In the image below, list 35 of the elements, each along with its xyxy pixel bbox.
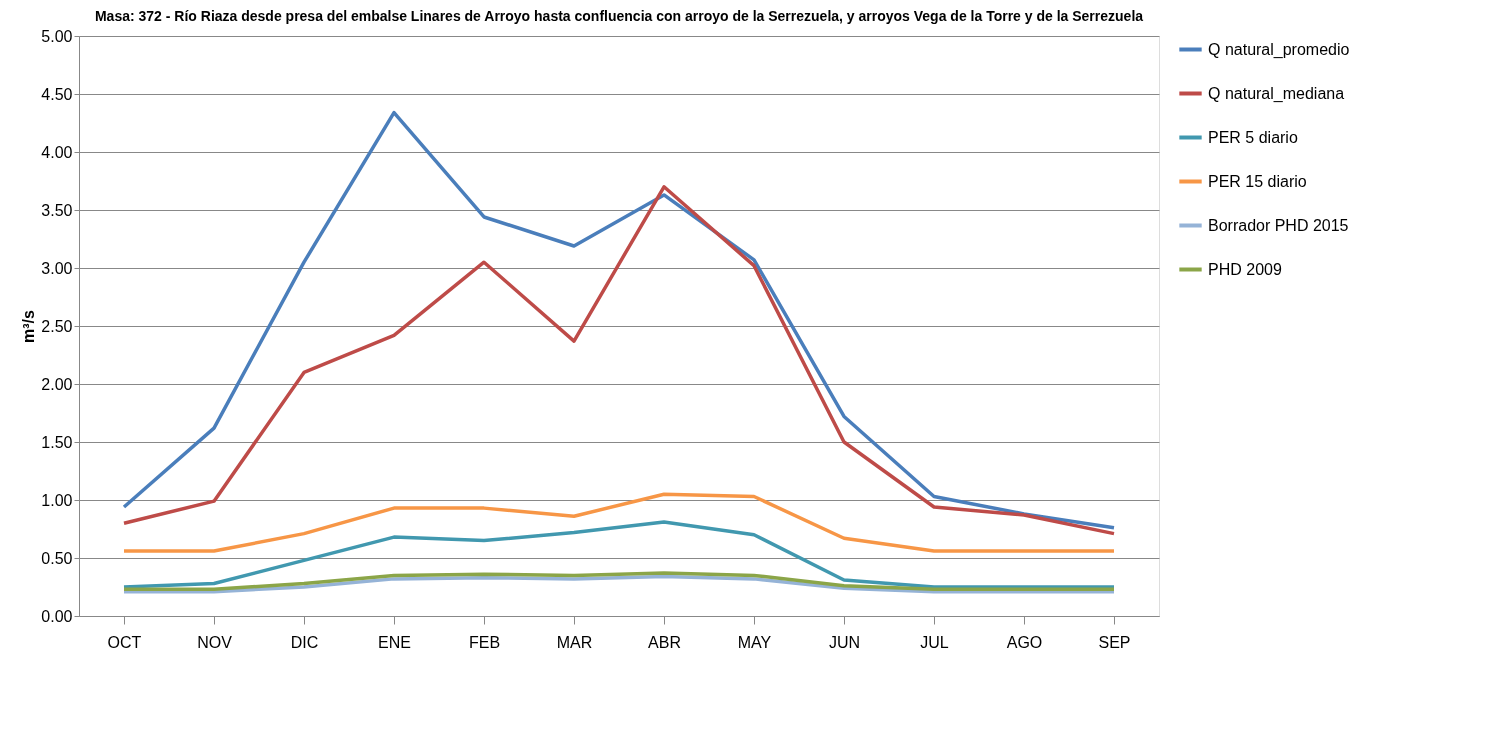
y-tick-label: 3.00 — [41, 259, 73, 277]
y-tick-label: 5.00 — [41, 27, 73, 45]
y-axis-title: m³/s — [20, 309, 38, 343]
y-tick-label: 4.00 — [41, 143, 73, 161]
line-series — [122, 492, 1116, 553]
y-tick-label: 1.00 — [41, 491, 73, 509]
x-tick-label: ABR — [648, 633, 681, 651]
legend-label: Q natural_promedio — [1208, 40, 1350, 59]
y-tick-label: 0.50 — [41, 549, 73, 567]
x-tick-label: OCT — [107, 633, 142, 651]
x-tick-label: MAY — [737, 633, 772, 651]
legend-label: Q natural_mediana — [1208, 84, 1345, 103]
line-series — [122, 185, 1116, 536]
legend-label: PER 15 diario — [1208, 172, 1307, 190]
legend-label: Borrador PHD 2015 — [1208, 216, 1349, 234]
x-tick-label: JUN — [828, 633, 861, 651]
y-tick-label: 1.50 — [41, 433, 73, 451]
line-series — [122, 520, 1116, 589]
y-tick-label: 2.50 — [41, 317, 73, 335]
x-tick-label: AGO — [1006, 633, 1043, 651]
legend-label: PER 5 diario — [1208, 128, 1298, 146]
chart-title: Masa: 372 - Río Riaza desde presa del embalse Linares de Arroyo hasta confluencia con arroyo de la Serrezuela, y arroyos Vega de la Torre y de la Serrezuela — [94, 8, 1144, 24]
y-tick-label: 2.00 — [41, 375, 73, 393]
x-tick-label: JUL — [920, 633, 949, 651]
x-tick-label: FEB — [468, 633, 501, 651]
y-tick-label: 4.50 — [41, 85, 73, 103]
x-tick-label: NOV — [197, 633, 233, 651]
legend-label: PHD 2009 — [1208, 260, 1282, 278]
x-tick-label: MAR — [556, 633, 593, 651]
x-tick-label: SEP — [1098, 633, 1131, 651]
line-series — [122, 110, 1116, 530]
y-tick-label: 0.00 — [41, 607, 73, 625]
x-tick-label: ENE — [378, 633, 411, 651]
y-tick-label: 3.50 — [41, 201, 73, 219]
x-tick-label: DIC — [290, 633, 319, 651]
